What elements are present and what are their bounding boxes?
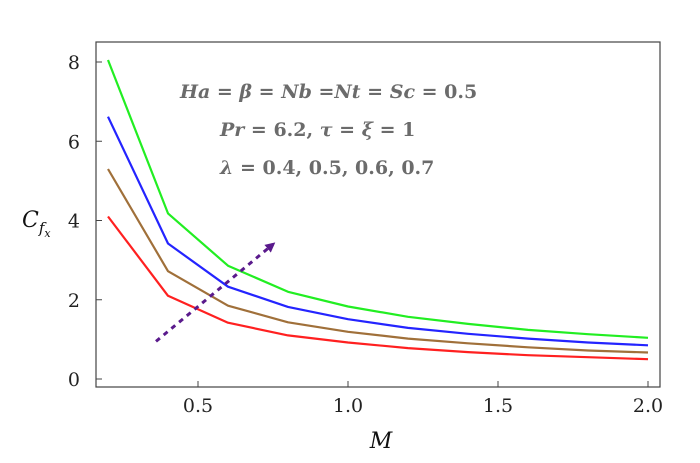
series-line-1 xyxy=(107,215,649,361)
annotation-segment: Nt xyxy=(333,81,360,103)
annotation-line-1: Ha = β = Nb =Nt = Sc = 0.5 xyxy=(179,81,477,103)
y-tick-label: 6 xyxy=(68,131,80,153)
annotation-segment: = 6.2, xyxy=(244,119,319,141)
x-tick-label: 2.0 xyxy=(633,395,663,417)
annotation-segment: = 1 xyxy=(373,119,415,141)
x-axis-ticks: 0.5 1.0 1.5 2.0 xyxy=(183,381,663,417)
series-line-3 xyxy=(107,116,649,347)
y-tick-label: 0 xyxy=(68,369,80,391)
parameter-annotations: Ha = β = Nb =Nt = Sc = 0.5Pr = 6.2, τ = … xyxy=(179,81,477,179)
y-tick-label: 2 xyxy=(68,290,80,312)
annotation-segment: = xyxy=(333,119,362,141)
annotation-segment: = xyxy=(361,81,390,103)
annotation-line-3: λ = 0.4, 0.5, 0.6, 0.7 xyxy=(219,157,434,179)
annotation-segment: ξ xyxy=(362,119,375,141)
direction-arrow xyxy=(155,242,276,343)
y-axis-label: Cfx xyxy=(22,208,51,240)
annotation-segment: = 0.5 xyxy=(415,81,477,103)
annotation-segment: τ xyxy=(320,119,333,141)
y-tick-label: 4 xyxy=(68,211,80,233)
annotation-line-2: Pr = 6.2, τ = ξ = 1 xyxy=(219,119,415,141)
x-tick-label: 0.5 xyxy=(183,395,213,417)
annotation-segment: λ xyxy=(219,157,233,179)
x-axis-label: M xyxy=(369,429,393,454)
x-tick-label: 1.0 xyxy=(333,395,363,417)
annotation-segment: Nb xyxy=(280,81,312,103)
annotation-segment: = xyxy=(252,81,281,103)
annotation-segment: = 0.4, 0.5, 0.6, 0.7 xyxy=(233,157,434,179)
annotation-segment: = xyxy=(210,81,239,103)
plot-frame xyxy=(95,41,661,388)
series-line-4 xyxy=(106,59,649,339)
annotation-segment: β xyxy=(238,81,252,103)
y-tick-label: 8 xyxy=(68,52,80,74)
series-lines xyxy=(106,59,649,361)
series-line-2 xyxy=(107,168,649,354)
y-axis-ticks: 0 2 4 6 8 xyxy=(68,52,102,391)
annotation-segment: Sc xyxy=(390,81,416,103)
annotation-segment: = xyxy=(312,81,335,103)
annotation-segment: Ha xyxy=(179,81,210,103)
x-tick-label: 1.5 xyxy=(483,395,513,417)
annotation-segment: Pr xyxy=(219,119,246,141)
